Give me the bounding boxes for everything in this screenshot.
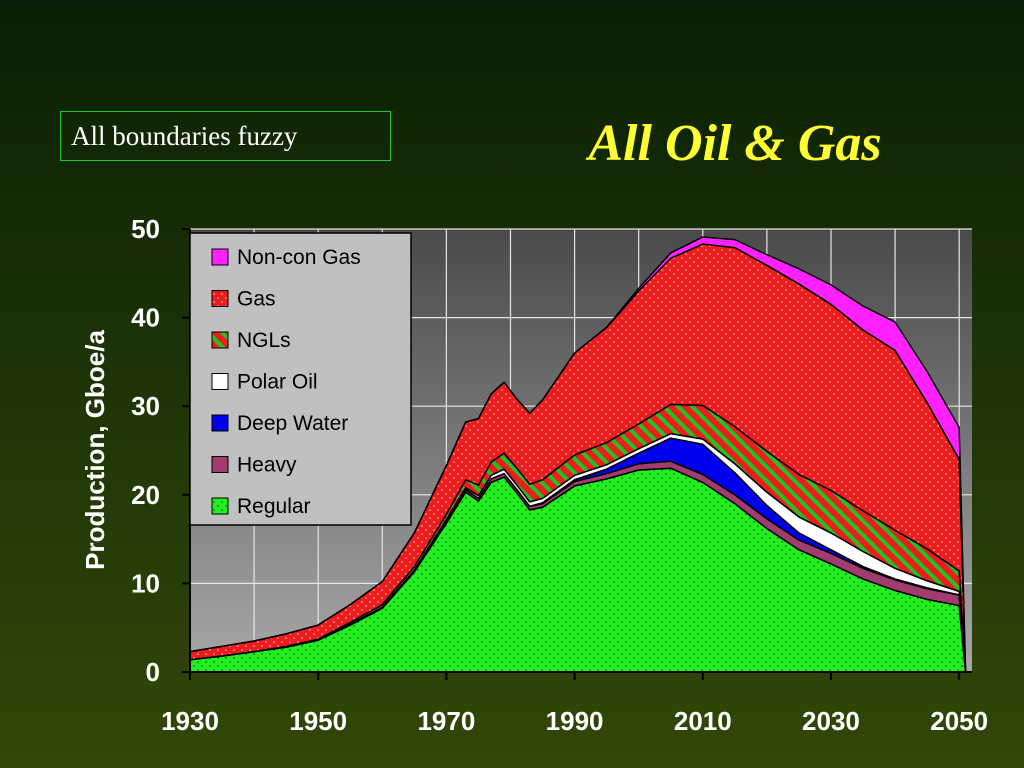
legend-swatch-regular: [211, 497, 229, 515]
legend-label-polar-oil: Polar Oil: [237, 371, 318, 394]
y-tick-label: 10: [131, 568, 160, 598]
legend-swatch-gas: [211, 290, 229, 307]
note-text: All boundaries fuzzy: [71, 121, 298, 151]
legend-label-non-con-gas: Non-con Gas: [237, 246, 361, 269]
x-tick-label: 1970: [417, 706, 475, 736]
legend-label-heavy: Heavy: [237, 454, 297, 477]
y-axis-label: Production, Gboe/a: [80, 330, 110, 570]
legend: Non-con Gas Gas NGLs Polar Oil Deep Water Hea…: [189, 232, 412, 526]
x-tick-label: 2010: [674, 706, 732, 736]
legend-label-ngls: NGLs: [237, 329, 291, 352]
x-tick-label: 1990: [546, 706, 604, 736]
x-tick-label: 1950: [289, 706, 347, 736]
legend-swatch-deep-water: [211, 414, 229, 432]
y-tick-label: 30: [131, 391, 160, 421]
legend-label-regular: Regular: [237, 495, 311, 518]
note-box: All boundaries fuzzy: [60, 111, 391, 161]
slide-title: All Oil & Gas: [588, 115, 882, 172]
y-tick-label: 40: [131, 303, 160, 333]
x-tick-label: 1930: [161, 706, 219, 736]
y-tick-label: 0: [146, 657, 160, 687]
legend-swatch-ngls: [211, 331, 229, 349]
legend-swatch-heavy: [211, 456, 229, 473]
y-tick-label: 20: [131, 480, 160, 510]
legend-swatch-non-con-gas: [211, 248, 229, 266]
legend-label-gas: Gas: [237, 288, 276, 311]
legend-label-deep-water: Deep Water: [237, 412, 348, 435]
x-tick-label: 2050: [930, 706, 988, 736]
y-tick-label: 50: [131, 214, 160, 244]
legend-swatch-polar-oil: [211, 373, 229, 390]
x-tick-label: 2030: [802, 706, 860, 736]
